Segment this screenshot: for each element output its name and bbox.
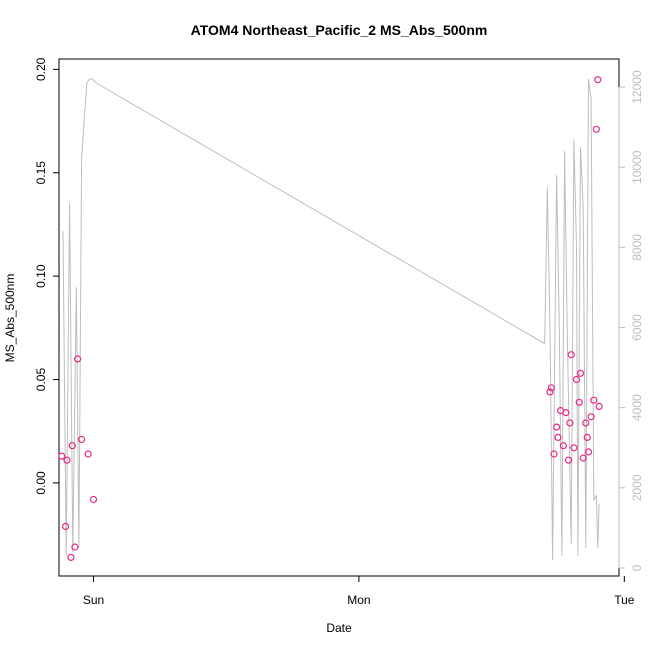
data-point [61, 522, 70, 531]
series-points-group [58, 76, 603, 562]
data-point [68, 442, 76, 450]
y-tick-label: 0.20 [34, 57, 48, 81]
data-point [547, 384, 555, 392]
series-line [62, 78, 600, 561]
data-point [564, 456, 573, 464]
right-axis: 0 2000 4000 6000 8000 10000 12000 [618, 70, 644, 571]
right-tick-label: 6000 [630, 314, 644, 341]
data-point [89, 495, 98, 504]
data-point [77, 435, 86, 444]
data-point [587, 413, 595, 421]
y-tick-label: 0.05 [34, 368, 48, 392]
x-tick-label: Tue [614, 593, 635, 607]
data-point [552, 423, 561, 431]
y-tick-label: 0.15 [34, 161, 48, 185]
x-axis: Sun Mon Tue [83, 576, 635, 607]
y-tick-label: 0.10 [34, 264, 48, 288]
y-tick-label: 0.00 [34, 471, 48, 495]
data-point [590, 396, 598, 404]
right-tick-label: 12000 [630, 70, 644, 104]
data-point [559, 442, 567, 450]
x-tick-label: Sun [83, 593, 104, 607]
right-tick-label: 10000 [630, 150, 644, 184]
series-line-group [62, 78, 600, 561]
data-point [576, 369, 585, 377]
data-point [73, 355, 82, 363]
data-point [566, 419, 574, 427]
data-point [550, 450, 558, 458]
data-point [570, 444, 578, 452]
data-point [595, 402, 603, 410]
data-point [582, 419, 590, 427]
y-axis-label: MS_Abs_500nm [3, 274, 17, 363]
data-point [583, 433, 591, 441]
data-point [84, 450, 92, 458]
data-point [562, 409, 570, 417]
data-point [575, 398, 583, 406]
data-point [554, 433, 562, 441]
data-point [579, 454, 587, 462]
data-point [67, 553, 75, 562]
data-point [572, 375, 581, 384]
data-point [63, 456, 71, 464]
data-point [567, 351, 575, 359]
x-axis-label: Date [326, 621, 352, 635]
data-point [584, 448, 593, 456]
right-tick-label: 2000 [630, 474, 644, 501]
right-tick-label: 4000 [630, 394, 644, 421]
x-tick-label: Mon [347, 593, 370, 607]
data-point [546, 388, 554, 396]
y-axis: 0.00 0.05 0.10 0.15 0.20 [34, 57, 59, 495]
data-point [592, 125, 601, 133]
data-point [71, 543, 79, 551]
right-tick-label: 8000 [630, 234, 644, 261]
chart-title: ATOM4 Northeast_Pacific_2 MS_Abs_500nm [191, 22, 488, 38]
right-tick-label: 0 [630, 564, 644, 571]
data-point [58, 452, 66, 460]
data-point [594, 76, 602, 84]
